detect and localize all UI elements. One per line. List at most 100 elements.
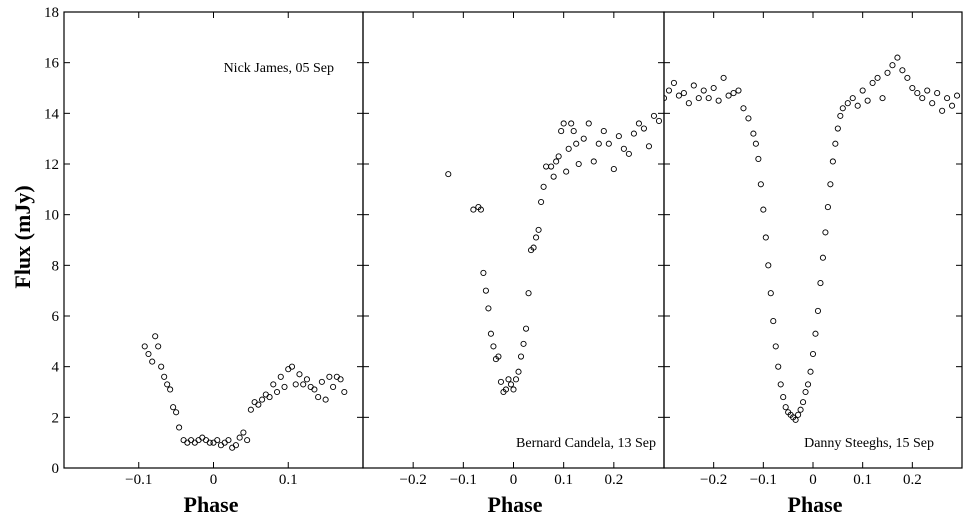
data-point	[889, 62, 896, 69]
y-tick-label: 10	[44, 208, 59, 224]
data-point	[929, 100, 936, 107]
data-point	[573, 140, 580, 147]
data-point	[675, 92, 682, 99]
data-point	[303, 376, 310, 383]
data-point	[770, 318, 777, 325]
data-point	[505, 376, 512, 383]
data-point	[145, 350, 152, 358]
data-point	[520, 340, 527, 347]
y-tick-label: 8	[52, 258, 60, 274]
data-point	[560, 120, 567, 127]
data-point	[802, 388, 809, 396]
y-axis-title: Flux (mJy)	[10, 185, 35, 288]
data-point	[725, 92, 732, 99]
y-tick-label: 4	[52, 360, 60, 376]
data-point	[141, 343, 148, 350]
data-point	[844, 100, 851, 107]
data-point	[470, 206, 477, 213]
data-point	[827, 181, 834, 188]
data-point	[480, 269, 487, 276]
data-point	[515, 368, 522, 375]
data-point	[333, 373, 340, 380]
data-point	[700, 87, 707, 94]
data-point	[680, 90, 687, 97]
data-point	[255, 401, 262, 408]
data-point	[832, 140, 839, 147]
data-point	[482, 287, 489, 294]
data-point	[914, 90, 921, 97]
data-point	[590, 158, 597, 165]
data-point	[775, 363, 782, 370]
data-point	[210, 439, 217, 446]
data-point	[512, 376, 520, 383]
data-point	[782, 404, 789, 411]
data-point	[337, 376, 344, 383]
data-point	[229, 444, 236, 451]
data-point	[535, 226, 542, 233]
data-point	[296, 371, 303, 378]
data-point	[568, 120, 575, 127]
y-tick-label: 2	[52, 410, 60, 426]
panel-1: −0.1 0 0.1 0 2 4 6 8 10 12 14 16 18 Nick James, 05 Se…	[44, 5, 364, 488]
y-tick-label: 12	[44, 157, 59, 173]
data-point	[824, 204, 831, 211]
data-point	[540, 183, 547, 190]
data-point	[807, 368, 814, 375]
data-point	[318, 378, 325, 385]
data-point	[522, 325, 530, 332]
data-point	[322, 396, 329, 403]
data-point	[563, 168, 570, 175]
data-point	[570, 128, 577, 135]
x-tick-label: 0.2	[604, 472, 623, 488]
data-point	[281, 383, 288, 390]
data-point	[214, 437, 221, 444]
data-point	[740, 105, 747, 112]
data-point	[879, 95, 886, 102]
data-point	[710, 84, 717, 92]
data-point	[538, 198, 545, 206]
data-point	[311, 386, 318, 393]
panel-3-annotation: Danny Steeghs, 15 Sep	[804, 436, 934, 451]
data-point	[822, 229, 829, 236]
panel-2: −0.2 −0.1 0 0.1 0.2 Bernard Candela, 13 Sep	[362, 11, 665, 488]
x-tick-label: 0.1	[554, 472, 573, 488]
data-point	[757, 181, 764, 188]
data-point	[543, 163, 550, 170]
data-point	[752, 140, 759, 147]
data-point	[765, 262, 772, 269]
data-point	[635, 120, 642, 127]
data-point	[909, 84, 916, 92]
data-point	[170, 404, 177, 411]
data-point	[630, 130, 637, 137]
data-point	[585, 120, 592, 127]
data-point	[839, 105, 846, 112]
data-point	[795, 411, 802, 418]
x-tick-label: 0	[210, 472, 218, 488]
data-point	[864, 97, 871, 104]
data-point	[772, 343, 779, 350]
data-point	[266, 394, 273, 401]
data-point	[270, 381, 277, 388]
panel-2-annotation: Bernard Candela, 13 Sep	[516, 436, 656, 451]
data-point	[533, 234, 540, 241]
data-point	[645, 143, 653, 150]
data-point	[199, 434, 206, 441]
x-tick-label: 0.1	[853, 472, 872, 488]
data-point	[553, 158, 560, 165]
panel-2-points	[445, 112, 663, 396]
data-point	[762, 234, 769, 241]
data-point	[490, 343, 497, 350]
data-point	[477, 206, 484, 213]
data-point	[565, 145, 572, 152]
x-axis-title-panel-1: Phase	[184, 492, 239, 517]
data-point	[558, 128, 565, 135]
data-point	[191, 439, 198, 446]
data-point	[550, 173, 557, 180]
data-point	[487, 330, 494, 337]
panel-3-points	[664, 54, 961, 423]
data-point	[202, 437, 210, 444]
data-point	[812, 330, 819, 337]
data-point	[236, 434, 243, 441]
data-point	[292, 381, 299, 388]
